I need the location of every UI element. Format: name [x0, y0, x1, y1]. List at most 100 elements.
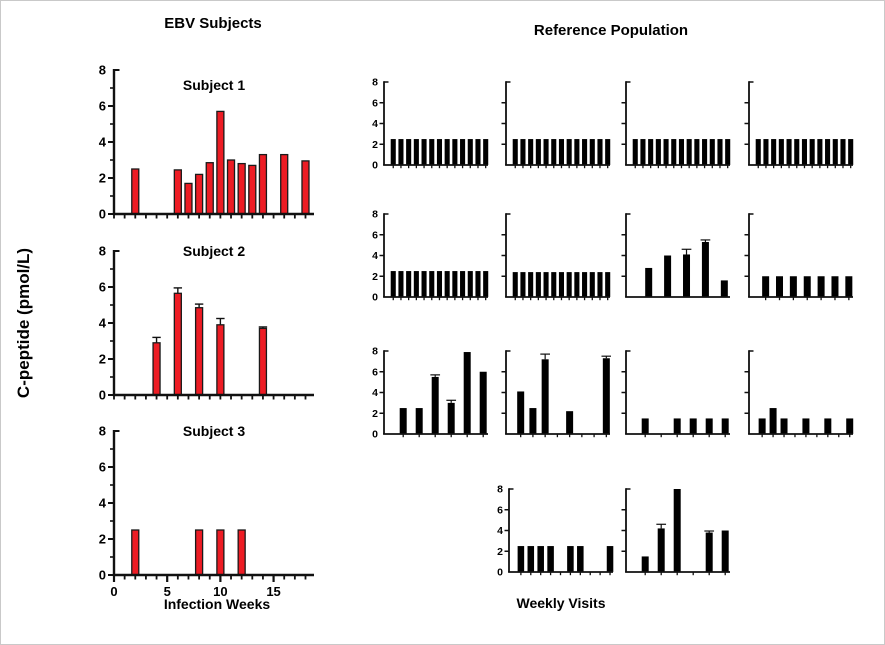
y-tick-label: 8: [99, 63, 106, 78]
bar: [436, 271, 443, 297]
subject-3-chart: 0 2 4 6 8 0 5 10 15: [99, 424, 314, 599]
bar: [840, 139, 846, 165]
bar: [605, 139, 611, 165]
subject-1-chart: 0 2 4 6 8: [99, 63, 314, 222]
bar: [686, 139, 692, 165]
bar: [786, 139, 792, 165]
bar: [452, 139, 458, 165]
y-tick-label: 2: [99, 171, 106, 186]
y-tick-label: 6: [497, 504, 503, 516]
bar: [720, 280, 728, 297]
y-tick-label: 0: [372, 292, 378, 304]
subject-3-title: Subject 3: [182, 423, 246, 439]
bar: [709, 139, 715, 165]
reference-chart-r3c3: [621, 350, 730, 438]
y-tick-label: 2: [99, 532, 106, 547]
bar: [517, 546, 525, 572]
bar: [551, 139, 557, 165]
reference-chart-r1c2: [501, 81, 611, 169]
bar: [541, 359, 549, 434]
bar: [648, 139, 654, 165]
ebv-panel-subject-2: 0 2 4 6 8: [82, 241, 332, 416]
bar: [789, 276, 797, 297]
bar: [406, 139, 412, 165]
bar: [301, 160, 310, 215]
bar: [237, 529, 246, 576]
reference-chart-r1c1: 0 2 4 6 8: [372, 77, 489, 172]
bar: [479, 371, 487, 434]
bar: [436, 139, 443, 165]
reference-panel-r1c4: [719, 76, 854, 176]
bar: [415, 408, 423, 434]
y-tick-label: 8: [372, 77, 378, 89]
ebv-subjects-group-title: EBV Subjects: [164, 15, 262, 32]
bar: [517, 391, 525, 434]
bar: [809, 139, 815, 165]
weekly-visits-axis-title: Weekly Visits: [516, 595, 606, 611]
y-tick-label: 6: [99, 280, 106, 295]
bar: [602, 358, 610, 434]
x-tick-label: 10: [213, 584, 227, 599]
bar: [173, 169, 182, 215]
x-tick-label: 0: [110, 584, 117, 599]
bar: [512, 272, 518, 297]
bar: [780, 418, 788, 434]
reference-chart-r4c2: 0 2 4 6 8: [497, 484, 614, 579]
reference-panel-r3c2: [476, 345, 611, 445]
y-tick-label: 4: [372, 250, 378, 262]
y-tick-label: 6: [99, 99, 106, 114]
bar: [429, 271, 435, 297]
bar: [689, 418, 697, 434]
bar: [406, 271, 412, 297]
bar: [421, 139, 427, 165]
bar: [845, 276, 853, 297]
bar: [463, 352, 471, 434]
reference-panel-r1c1: 0 2 4 6 8: [354, 76, 489, 176]
bar: [194, 529, 204, 576]
bar: [755, 139, 761, 165]
bar: [566, 411, 574, 434]
y-tick-label: 8: [99, 244, 106, 259]
bar: [778, 139, 784, 165]
reference-panel-r2c1: 0 2 4 6 8: [354, 208, 489, 308]
bar: [574, 272, 580, 297]
bar: [390, 271, 396, 297]
bar: [535, 139, 541, 165]
y-tick-label: 2: [497, 546, 503, 558]
bar: [547, 546, 554, 572]
bar: [520, 139, 526, 165]
bar: [216, 110, 225, 215]
bar: [817, 276, 825, 297]
bar: [421, 271, 427, 297]
reference-panel-r2c4: [719, 208, 854, 308]
bar: [152, 342, 161, 396]
reference-population-group-title: Reference Population: [533, 22, 689, 39]
bar: [574, 139, 580, 165]
bar: [582, 272, 588, 297]
bar: [645, 267, 653, 297]
bar: [694, 139, 700, 165]
reference-panel-r2c2: [476, 208, 611, 308]
bar: [758, 418, 766, 434]
bar: [794, 139, 800, 165]
bar: [605, 272, 611, 297]
bar: [589, 272, 595, 297]
y-tick-label: 8: [372, 346, 378, 358]
bar: [831, 276, 839, 297]
bar: [528, 139, 534, 165]
y-tick-label: 6: [372, 97, 378, 109]
bar: [673, 489, 681, 572]
subject-1-title: Subject 1: [182, 77, 246, 93]
bar: [216, 529, 225, 576]
bar: [803, 276, 811, 297]
subject-2-title: Subject 2: [182, 243, 246, 259]
bar: [589, 139, 595, 165]
bar: [529, 408, 537, 434]
y-tick-label: 0: [99, 207, 106, 222]
bar: [460, 271, 466, 297]
bar: [725, 139, 731, 165]
bar: [543, 272, 549, 297]
bar: [817, 139, 823, 165]
subject-2-chart: 0 2 4 6 8: [99, 244, 314, 403]
